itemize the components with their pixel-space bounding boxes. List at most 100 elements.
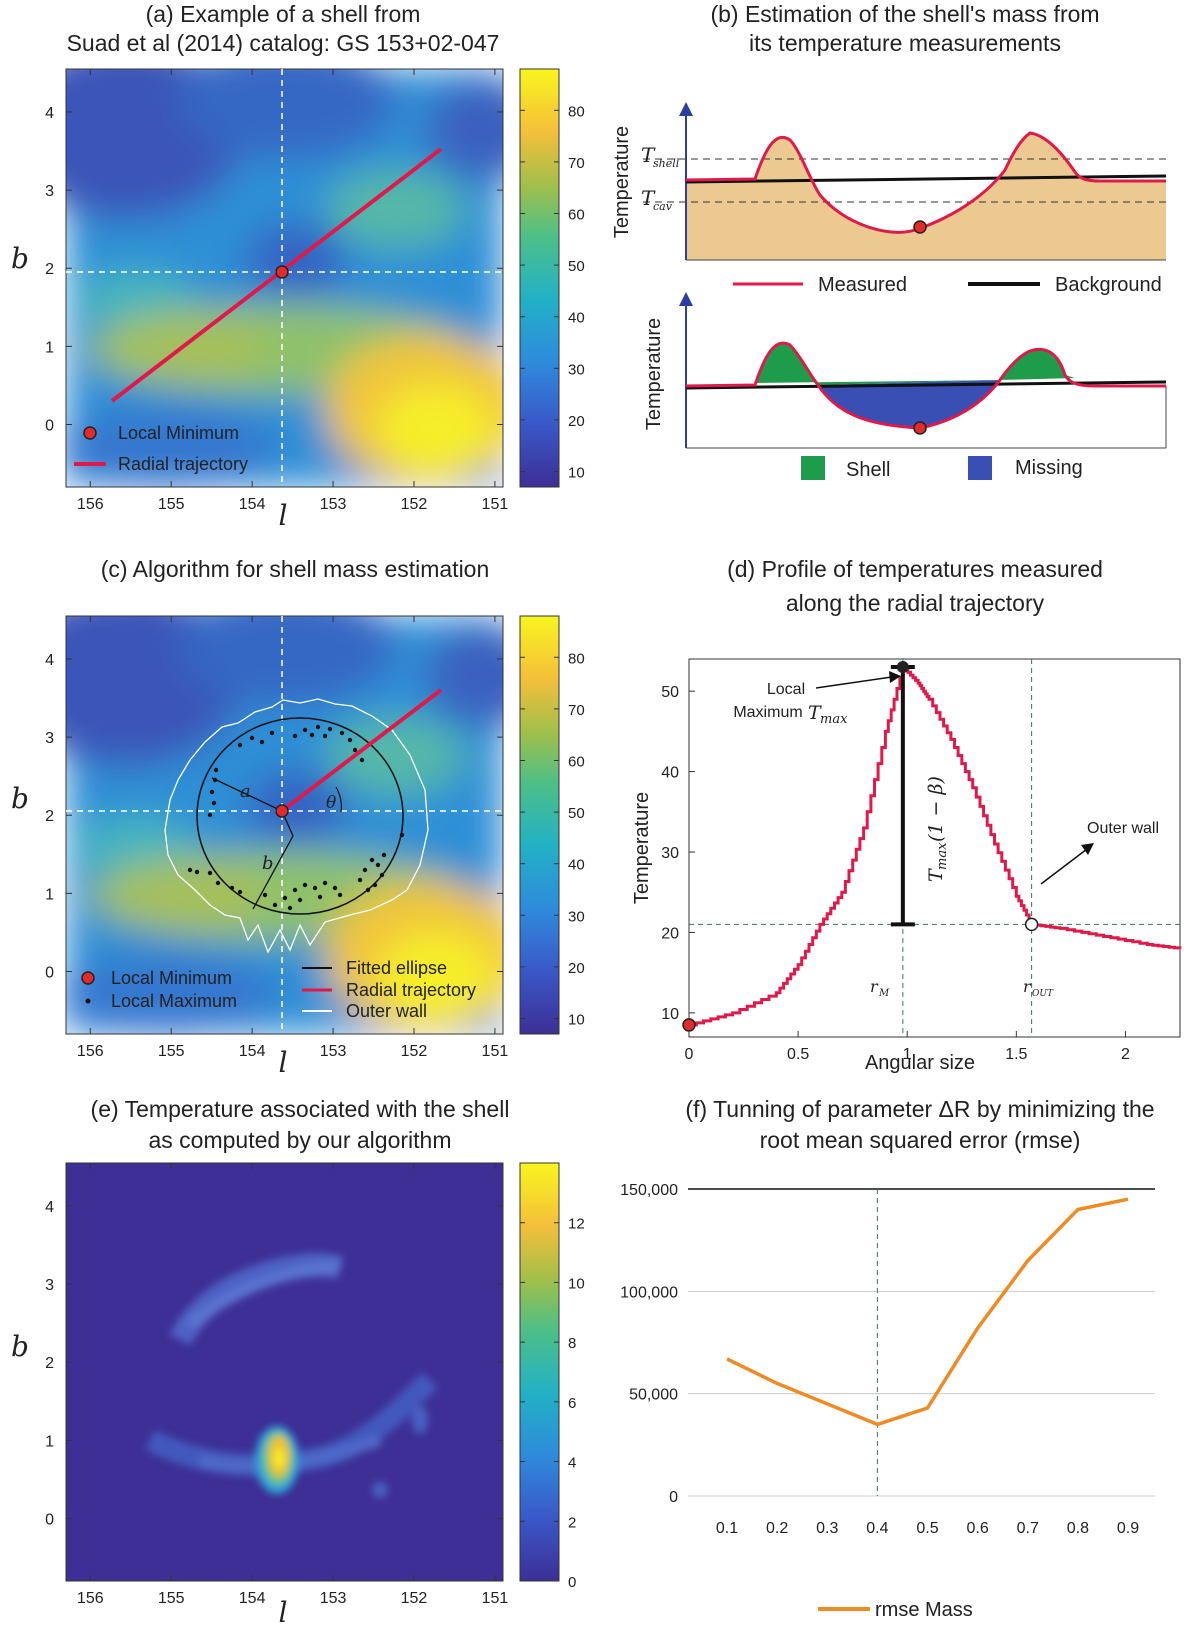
panel-b-bottom-measured-line: [685, 341, 1166, 430]
panel-c-colorbar-tick-label: 20: [568, 960, 585, 977]
panel-a-legend-minimum-marker: [83, 426, 97, 440]
panel-a-title-line1: (a) Example of a shell from: [146, 1, 421, 27]
panel-d-local-max-marker: [896, 661, 909, 674]
panel-b-t-shell-sub: shell: [653, 157, 680, 170]
panel-d-rM-label: r: [870, 977, 879, 996]
panel-e-xtick-label: 153: [320, 1590, 347, 1607]
panel-b-t-cav-sub: cav: [653, 200, 673, 213]
panel-f-series-line: [726, 1197, 1129, 1427]
panel-d-local-max-arrow: [815, 676, 893, 689]
panel-d: (d) Profile of temperatures measured alo…: [631, 556, 1182, 1074]
panel-a-xlabel: l: [279, 499, 288, 532]
panel-f-title-line1: (f) Tunning of parameter ΔR by minimizin…: [685, 1096, 1154, 1122]
panel-c-colorbar-tick-label: 70: [568, 702, 585, 719]
panel-d-xtick-label: 0.5: [787, 1046, 809, 1063]
panel-e-ytick-label: 4: [45, 1199, 54, 1216]
panel-e-heatmap: [145, 1252, 438, 1498]
panel-c-radial-trajectory: [280, 688, 443, 813]
panel-d-outer-wall-arrow-head-icon: [1081, 843, 1094, 855]
panel-c-xtick-label: 153: [320, 1043, 347, 1060]
panel-c-legend-ellipse-label: Fitted ellipse: [346, 958, 447, 978]
panel-d-xtick-label: 2: [1121, 1046, 1130, 1063]
panel-f-xtick-label: 0.5: [916, 1520, 938, 1537]
panel-c-title: (c) Algorithm for shell mass estimation: [101, 556, 490, 582]
panel-f-ytick-label: 150,000: [620, 1182, 678, 1199]
panel-e-xlabel: l: [279, 1596, 288, 1629]
panel-e: (e) Temperature associated with the shel…: [11, 1096, 585, 1629]
panel-c-xlabel: l: [279, 1046, 288, 1079]
panel-c-legend-maximum-marker: [85, 998, 91, 1004]
panel-e-xtick-label: 154: [239, 1590, 266, 1607]
panel-a-frame: [65, 68, 504, 488]
panel-f-xtick-label: 0.9: [1117, 1520, 1139, 1537]
panel-c-ytick-label: 0: [45, 964, 54, 981]
panel-e-colorbar-tick-label: 10: [568, 1275, 585, 1292]
panel-b-legend-shell-label: Shell: [846, 459, 890, 481]
panel-c-local-maxima: [187, 724, 405, 911]
panel-c-legend-outer-wall-label: Outer wall: [346, 1001, 427, 1021]
panel-c-ytick-label: 3: [45, 730, 54, 747]
panel-c-legend-minimum-marker: [81, 971, 95, 985]
panel-f-xtick-label: 0.2: [766, 1520, 788, 1537]
panel-e-xtick-label: 151: [482, 1590, 509, 1607]
panel-a-xtick-label: 153: [320, 496, 347, 513]
panel-d-xtick-label: 1: [903, 1046, 912, 1063]
panel-f-legend-label: rmse Mass: [875, 1599, 973, 1621]
panel-e-title-line1: (e) Temperature associated with the shel…: [91, 1096, 510, 1122]
panel-e-xtick-label: 155: [158, 1590, 185, 1607]
panel-b-top-arrow-icon: [679, 102, 693, 116]
panel-d-local-max-label-1: Local: [767, 681, 805, 698]
panel-e-ytick-label: 1: [45, 1433, 54, 1450]
panel-d-bar-label-t: T: [925, 868, 947, 882]
panel-b-top-area: [686, 133, 1166, 260]
panel-a-heatmap: [66, 69, 503, 487]
panel-d-frame: [688, 658, 1181, 1038]
panel-d-rout-label: r: [1023, 977, 1032, 996]
panel-b-bottom-background-line: [685, 380, 1167, 390]
panel-d-local-max-arrow-head-icon: [889, 671, 901, 683]
panel-d-ylabel: Temperature: [631, 792, 653, 904]
panel-e-ytick-label: 3: [45, 1277, 54, 1294]
panel-d-rM-sub: M: [878, 988, 890, 999]
panel-c-a-label: a: [240, 781, 251, 802]
panel-d-xlabel: Angular size: [865, 1052, 975, 1074]
panel-e-ytick-label: 0: [45, 1511, 54, 1528]
panel-e-background: [66, 1163, 503, 1581]
panel-a-colorbar-tick-label: 80: [568, 103, 585, 120]
panel-a-ytick-label: 1: [45, 339, 54, 356]
panel-e-colorbar-tick-label: 4: [568, 1455, 576, 1472]
panel-b-t-shell-label: T: [641, 143, 656, 167]
panel-a-local-minimum-marker: [275, 265, 289, 279]
panel-d-bar-label-sub: max: [935, 842, 950, 870]
panel-e-ytick-label: 2: [45, 1355, 54, 1372]
panel-d-series-line: [689, 665, 1182, 1027]
panel-a-colorbar-tick-label: 30: [568, 361, 585, 378]
panel-d-ytick-label: 30: [661, 845, 679, 862]
panel-a-colorbar-tick-label: 60: [568, 206, 585, 223]
panel-f-ytick-label: 0: [669, 1489, 678, 1506]
panel-e-colorbar-tick-label: 6: [568, 1395, 576, 1412]
panel-b-title-line2: its temperature measurements: [749, 30, 1061, 56]
panel-b-shell-area: [755, 343, 1075, 385]
panel-a-xtick-label: 156: [77, 496, 104, 513]
panel-a-xtick-label: 152: [401, 496, 428, 513]
panel-d-rout-sub: OUT: [1032, 989, 1054, 999]
panel-e-colorbar-tick-label: 0: [568, 1574, 576, 1591]
panel-b-top-minimum-marker: [913, 220, 927, 234]
panel-b-t-cav-label: T: [641, 186, 656, 210]
panel-c-axes: 156 155 154 153 152 151 4 3 2 1 0: [45, 616, 508, 1060]
panel-d-bar-label-tail: (1 − β): [925, 776, 947, 842]
panel-d-title-line2: along the radial trajectory: [786, 590, 1045, 616]
panel-c-ytick-label: 4: [45, 652, 54, 669]
panel-f-ytick-label: 50,000: [629, 1387, 678, 1404]
panel-d-ytick-label: 50: [661, 684, 679, 701]
panel-f-plot: 0 50,000 100,000 150,000 0.1 0.2 0.3 0.4 0.5 0.6 0…: [620, 1182, 1155, 1537]
panel-f-xtick-label: 0.6: [967, 1520, 989, 1537]
panel-b-legend-measured-label: Measured: [818, 274, 907, 296]
panel-e-colorbar-ticks: 12 10 8 6 4 2 0: [520, 1216, 585, 1591]
panel-f-xtick-label: 0.7: [1017, 1520, 1039, 1537]
panel-a-colorbar-tick-label: 70: [568, 155, 585, 172]
panel-c-colorbar-tick-label: 30: [568, 908, 585, 925]
panel-f-xtick-label: 0.1: [716, 1520, 738, 1537]
panel-c-theta-arc: [335, 786, 342, 813]
